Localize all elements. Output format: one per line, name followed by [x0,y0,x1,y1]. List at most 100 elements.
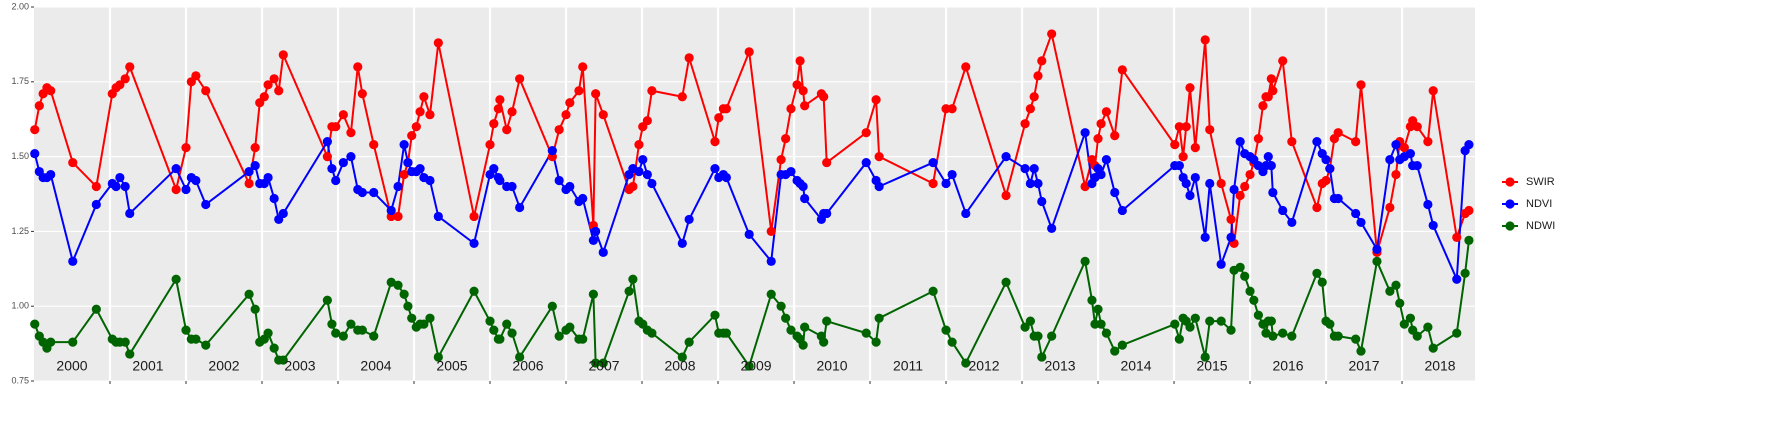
data-point [871,95,881,105]
data-point [327,319,337,329]
data-point [171,163,181,174]
data-point [433,352,443,362]
data-point [1351,208,1361,219]
data-point [1101,107,1111,117]
data-point [861,157,871,168]
data-point [1185,322,1195,332]
data-point [677,352,687,362]
data-point [1205,316,1215,326]
year-label: 2018 [1424,358,1455,374]
data-point [642,169,652,180]
data-point [515,74,525,84]
data-point [68,337,78,347]
data-point [961,358,971,368]
year-label: 2003 [284,358,315,374]
data-point [1460,268,1470,278]
data-point [346,152,356,162]
data-point [710,137,720,147]
data-point [415,107,425,117]
data-point [1001,152,1011,162]
data-point [1020,163,1030,174]
marks [30,29,1474,371]
data-point [1096,169,1106,180]
data-point [485,316,495,326]
data-point [30,149,40,159]
data-point [1428,220,1438,231]
data-point [1423,137,1433,147]
data-point [1405,313,1415,323]
data-point [647,86,657,96]
data-point [1200,232,1210,242]
data-point [331,328,341,338]
y-tick-label: 2.00 [11,1,29,11]
data-point [399,140,409,150]
data-point [1399,143,1409,153]
legend-label: NDVI [1526,198,1552,210]
data-point [721,172,731,183]
data-point [433,38,443,48]
data-point [578,62,588,72]
year-label: 2002 [208,358,239,374]
data-point [30,319,40,329]
data-point [1245,286,1255,296]
data-point [125,349,135,359]
data-point [1200,352,1210,362]
data-point [357,325,367,335]
legend-label: NDWI [1526,220,1555,232]
data-point [822,208,832,219]
data-point [357,187,367,198]
data-point [928,157,938,168]
data-point [1268,331,1278,341]
data-point [634,166,644,177]
data-point [489,325,499,335]
data-point [928,178,938,189]
data-point [278,50,288,60]
data-point [419,319,429,329]
data-point [1356,80,1366,90]
data-point [561,110,571,120]
data-point [425,110,435,120]
data-point [1464,140,1474,150]
data-point [822,157,832,168]
data-point [598,110,608,120]
data-point [1245,169,1255,180]
year-label: 2000 [56,358,87,374]
data-point [1235,137,1245,147]
year-label: 2001 [132,358,163,374]
data-point [433,211,443,222]
data-point [781,134,791,144]
year-label: 2017 [1348,358,1379,374]
data-point [201,199,211,210]
data-point [269,193,279,204]
data-point [1226,325,1236,335]
data-point [68,157,78,168]
data-point [928,286,938,296]
data-point [191,71,201,81]
data-point [181,325,191,335]
data-point [403,301,413,311]
data-point [1235,190,1245,201]
legend-swatch [1505,199,1515,209]
data-point [798,340,808,350]
data-point [269,74,279,84]
data-point [1391,280,1401,290]
data-point [634,140,644,150]
data-point [515,202,525,213]
data-point [244,178,254,189]
data-point [684,214,694,225]
data-point [1249,295,1259,305]
data-point [598,247,608,257]
data-point [874,313,884,323]
data-point [425,175,435,186]
data-point [469,211,479,222]
data-point [338,110,348,120]
data-point [46,337,56,347]
data-point [710,310,720,320]
data-point [1278,56,1288,66]
data-point [1385,286,1395,296]
data-point [399,169,409,180]
data-point [1325,163,1335,174]
data-point [46,169,56,180]
y-tick-label: 1.00 [11,301,29,311]
data-point [502,319,512,329]
